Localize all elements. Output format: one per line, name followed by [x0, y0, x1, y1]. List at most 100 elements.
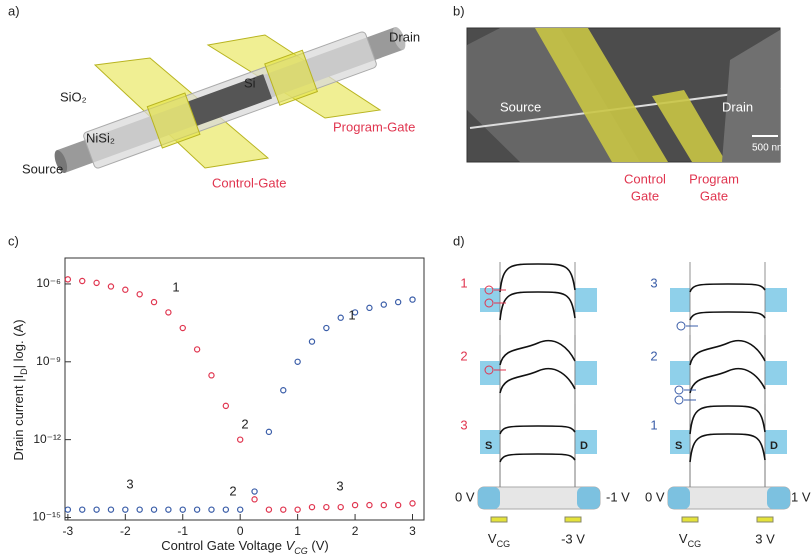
state-label: 1: [650, 417, 657, 432]
gate-bias: 3 V: [755, 531, 775, 546]
gate-symbol: VCG: [488, 531, 510, 549]
band-edge: [500, 264, 575, 292]
band-edge: [500, 426, 575, 434]
data-point: [381, 503, 386, 508]
data-point: [410, 297, 415, 302]
band-edge: [500, 369, 575, 393]
data-point: [396, 299, 401, 304]
drain-metal: [765, 361, 787, 385]
page: a) Drain SiO₂ Si NiSi₂ Source Program-Ga…: [0, 0, 811, 555]
data-point: [266, 429, 271, 434]
panel-label: a): [8, 3, 20, 18]
figure: a) Drain SiO₂ Si NiSi₂ Source Program-Ga…: [0, 0, 811, 555]
data-point: [281, 388, 286, 393]
gate-marker: [565, 517, 581, 522]
state-label: 3: [460, 417, 467, 432]
control-gate-label: Control-Gate: [212, 175, 286, 190]
data-point: [151, 507, 156, 512]
band-edge: [690, 434, 765, 462]
data-point: [123, 287, 128, 292]
gate-bias: -3 V: [561, 531, 585, 546]
drain-label: Drain: [389, 29, 420, 44]
data-point: [295, 359, 300, 364]
band-edge: [690, 369, 765, 393]
data-point: [65, 277, 70, 282]
annotation: 1: [348, 307, 355, 322]
gate-marker: [757, 517, 773, 522]
control-gate-label: Gate: [631, 188, 659, 203]
data-point: [295, 507, 300, 512]
data-point: [94, 280, 99, 285]
data-point: [180, 325, 185, 330]
y-tick-label: 10⁻¹²: [33, 432, 61, 446]
band-edge: [500, 292, 575, 320]
nisi2-label: NiSi₂: [86, 130, 115, 145]
panel-b: b) Source Drain 500 nm Control Gate Prog…: [453, 3, 785, 203]
state-label: 3: [650, 275, 657, 290]
data-point: [137, 292, 142, 297]
carrier: [675, 396, 683, 404]
x-tick-label: 0: [237, 524, 244, 538]
drain-metal: [575, 361, 597, 385]
source-metal: [480, 288, 500, 312]
y-tick-label: 10⁻⁹: [36, 354, 61, 368]
data-point: [166, 507, 171, 512]
source-label: Source: [22, 161, 63, 176]
data-point: [396, 503, 401, 508]
annotation: 2: [241, 416, 248, 431]
panel-a: a) Drain SiO₂ Si NiSi₂ Source Program-Ga…: [8, 3, 420, 190]
y-axis-label: Drain current |ID| log. (A): [11, 319, 29, 460]
data-point: [338, 315, 343, 320]
voltage-label: -1 V: [606, 489, 630, 504]
drain-metal: [575, 288, 597, 312]
data-point: [151, 299, 156, 304]
y-label-tail: | log. (A): [11, 319, 26, 368]
data-point: [252, 489, 257, 494]
y-label-text: Drain current |I: [11, 375, 26, 461]
x-tick-label: 3: [409, 524, 416, 538]
annotation: 1: [172, 279, 179, 294]
data-point: [108, 507, 113, 512]
panel-label: c): [8, 233, 19, 248]
plot-frame: [65, 258, 424, 520]
gate-symbol-main: V: [488, 531, 497, 546]
data-point: [65, 507, 70, 512]
source-metal: [670, 288, 690, 312]
x-label-sub: CG: [294, 546, 308, 555]
voltage-label: 1 V: [791, 489, 811, 504]
drain-label: Drain: [722, 99, 753, 114]
data-point: [195, 347, 200, 352]
drain-contact: [767, 487, 790, 509]
state-label: 1: [460, 275, 467, 290]
gate-symbol-sub: CG: [688, 539, 702, 549]
panel-label: d): [453, 233, 465, 248]
data-point: [281, 507, 286, 512]
band-edge: [690, 341, 765, 365]
data-point: [166, 310, 171, 315]
x-label-text: Control Gate Voltage: [161, 538, 285, 553]
data-point: [209, 373, 214, 378]
data-point: [80, 278, 85, 283]
data-point: [180, 507, 185, 512]
program-gate-label: Gate: [700, 188, 728, 203]
data-point: [94, 507, 99, 512]
source-symbol: S: [675, 440, 682, 452]
carrier: [675, 386, 683, 394]
voltage-label: 0 V: [455, 489, 475, 504]
gate-marker: [682, 517, 698, 522]
data-point: [266, 507, 271, 512]
data-point: [223, 507, 228, 512]
voltage-label: 0 V: [645, 489, 665, 504]
y-tick-label: 10⁻⁶: [36, 276, 61, 290]
drain-metal: [765, 288, 787, 312]
gate-marker: [491, 517, 507, 522]
gate-symbol: VCG: [679, 531, 701, 549]
band-edge: [690, 284, 765, 292]
data-point: [137, 507, 142, 512]
source-metal: [670, 361, 690, 385]
data-point: [338, 505, 343, 510]
data-point: [367, 305, 372, 310]
scale-label: 500 nm: [752, 143, 785, 154]
control-gate-label: Control: [624, 171, 666, 186]
drain-symbol: D: [770, 440, 778, 452]
